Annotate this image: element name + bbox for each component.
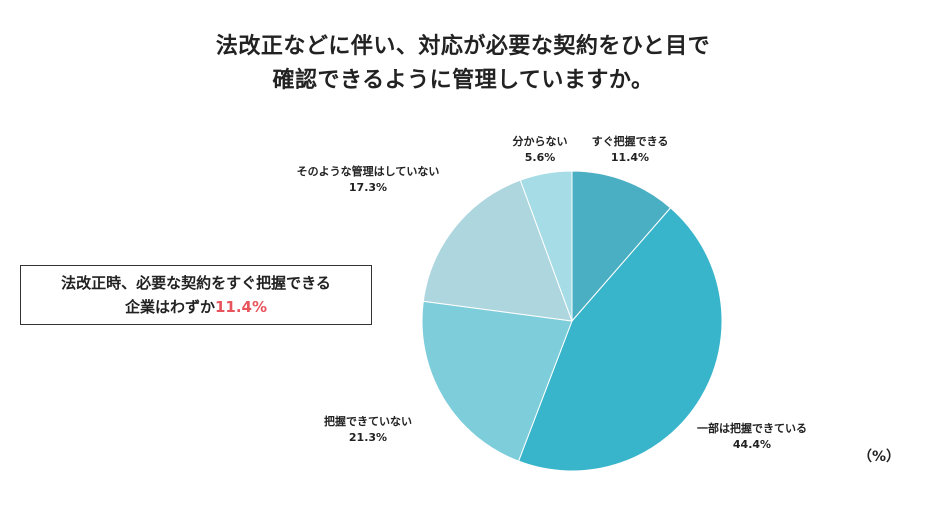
slice-value-label: 5.6% (525, 151, 556, 164)
pie-slice (422, 179, 573, 322)
chart-title-line-1: 法改正などに伴い、対応が必要な契約をひと目で (215, 34, 711, 59)
summary-callout-box: 法改正時、必要な契約をすぐ把握できる 企業はわずか11.4% (20, 265, 372, 325)
slice-category-label: そのような管理はしていない (297, 164, 440, 178)
slice-category-label: 一部は把握できている (697, 421, 807, 435)
callout-text: 企業はわずか (124, 298, 215, 316)
callout-line-2: 企業はわずか11.4% (21, 295, 371, 319)
chart-title: 法改正などに伴い、対応が必要な契約をひと目で 確認できるように管理していますか。 (0, 30, 926, 98)
pie-slices (421, 170, 723, 472)
slice-value-label: 44.4% (733, 438, 771, 451)
slice-value-label: 21.3% (349, 431, 387, 444)
unit-label: （%） (858, 449, 901, 465)
pie-slice (571, 170, 672, 323)
pie-slice (421, 300, 573, 462)
slice-category-label: すぐ把握できる (592, 134, 669, 148)
pie-slice (517, 207, 723, 472)
callout-line-1: 法改正時、必要な契約をすぐ把握できる (61, 274, 331, 292)
chart-title-line-2: 確認できるように管理していますか。 (272, 68, 654, 93)
slice-category-label: 分からない (513, 134, 568, 148)
slice-value-label: 17.3% (349, 181, 387, 194)
callout-highlight-value: 11.4% (214, 298, 268, 316)
slice-value-label: 11.4% (611, 151, 649, 164)
pie-slice (519, 170, 573, 322)
slice-category-label: 把握できていない (324, 414, 412, 428)
pie-labels: すぐ把握できる 11.4% 一部は把握できている 44.4% 把握できていない 21.3%… (297, 134, 807, 451)
